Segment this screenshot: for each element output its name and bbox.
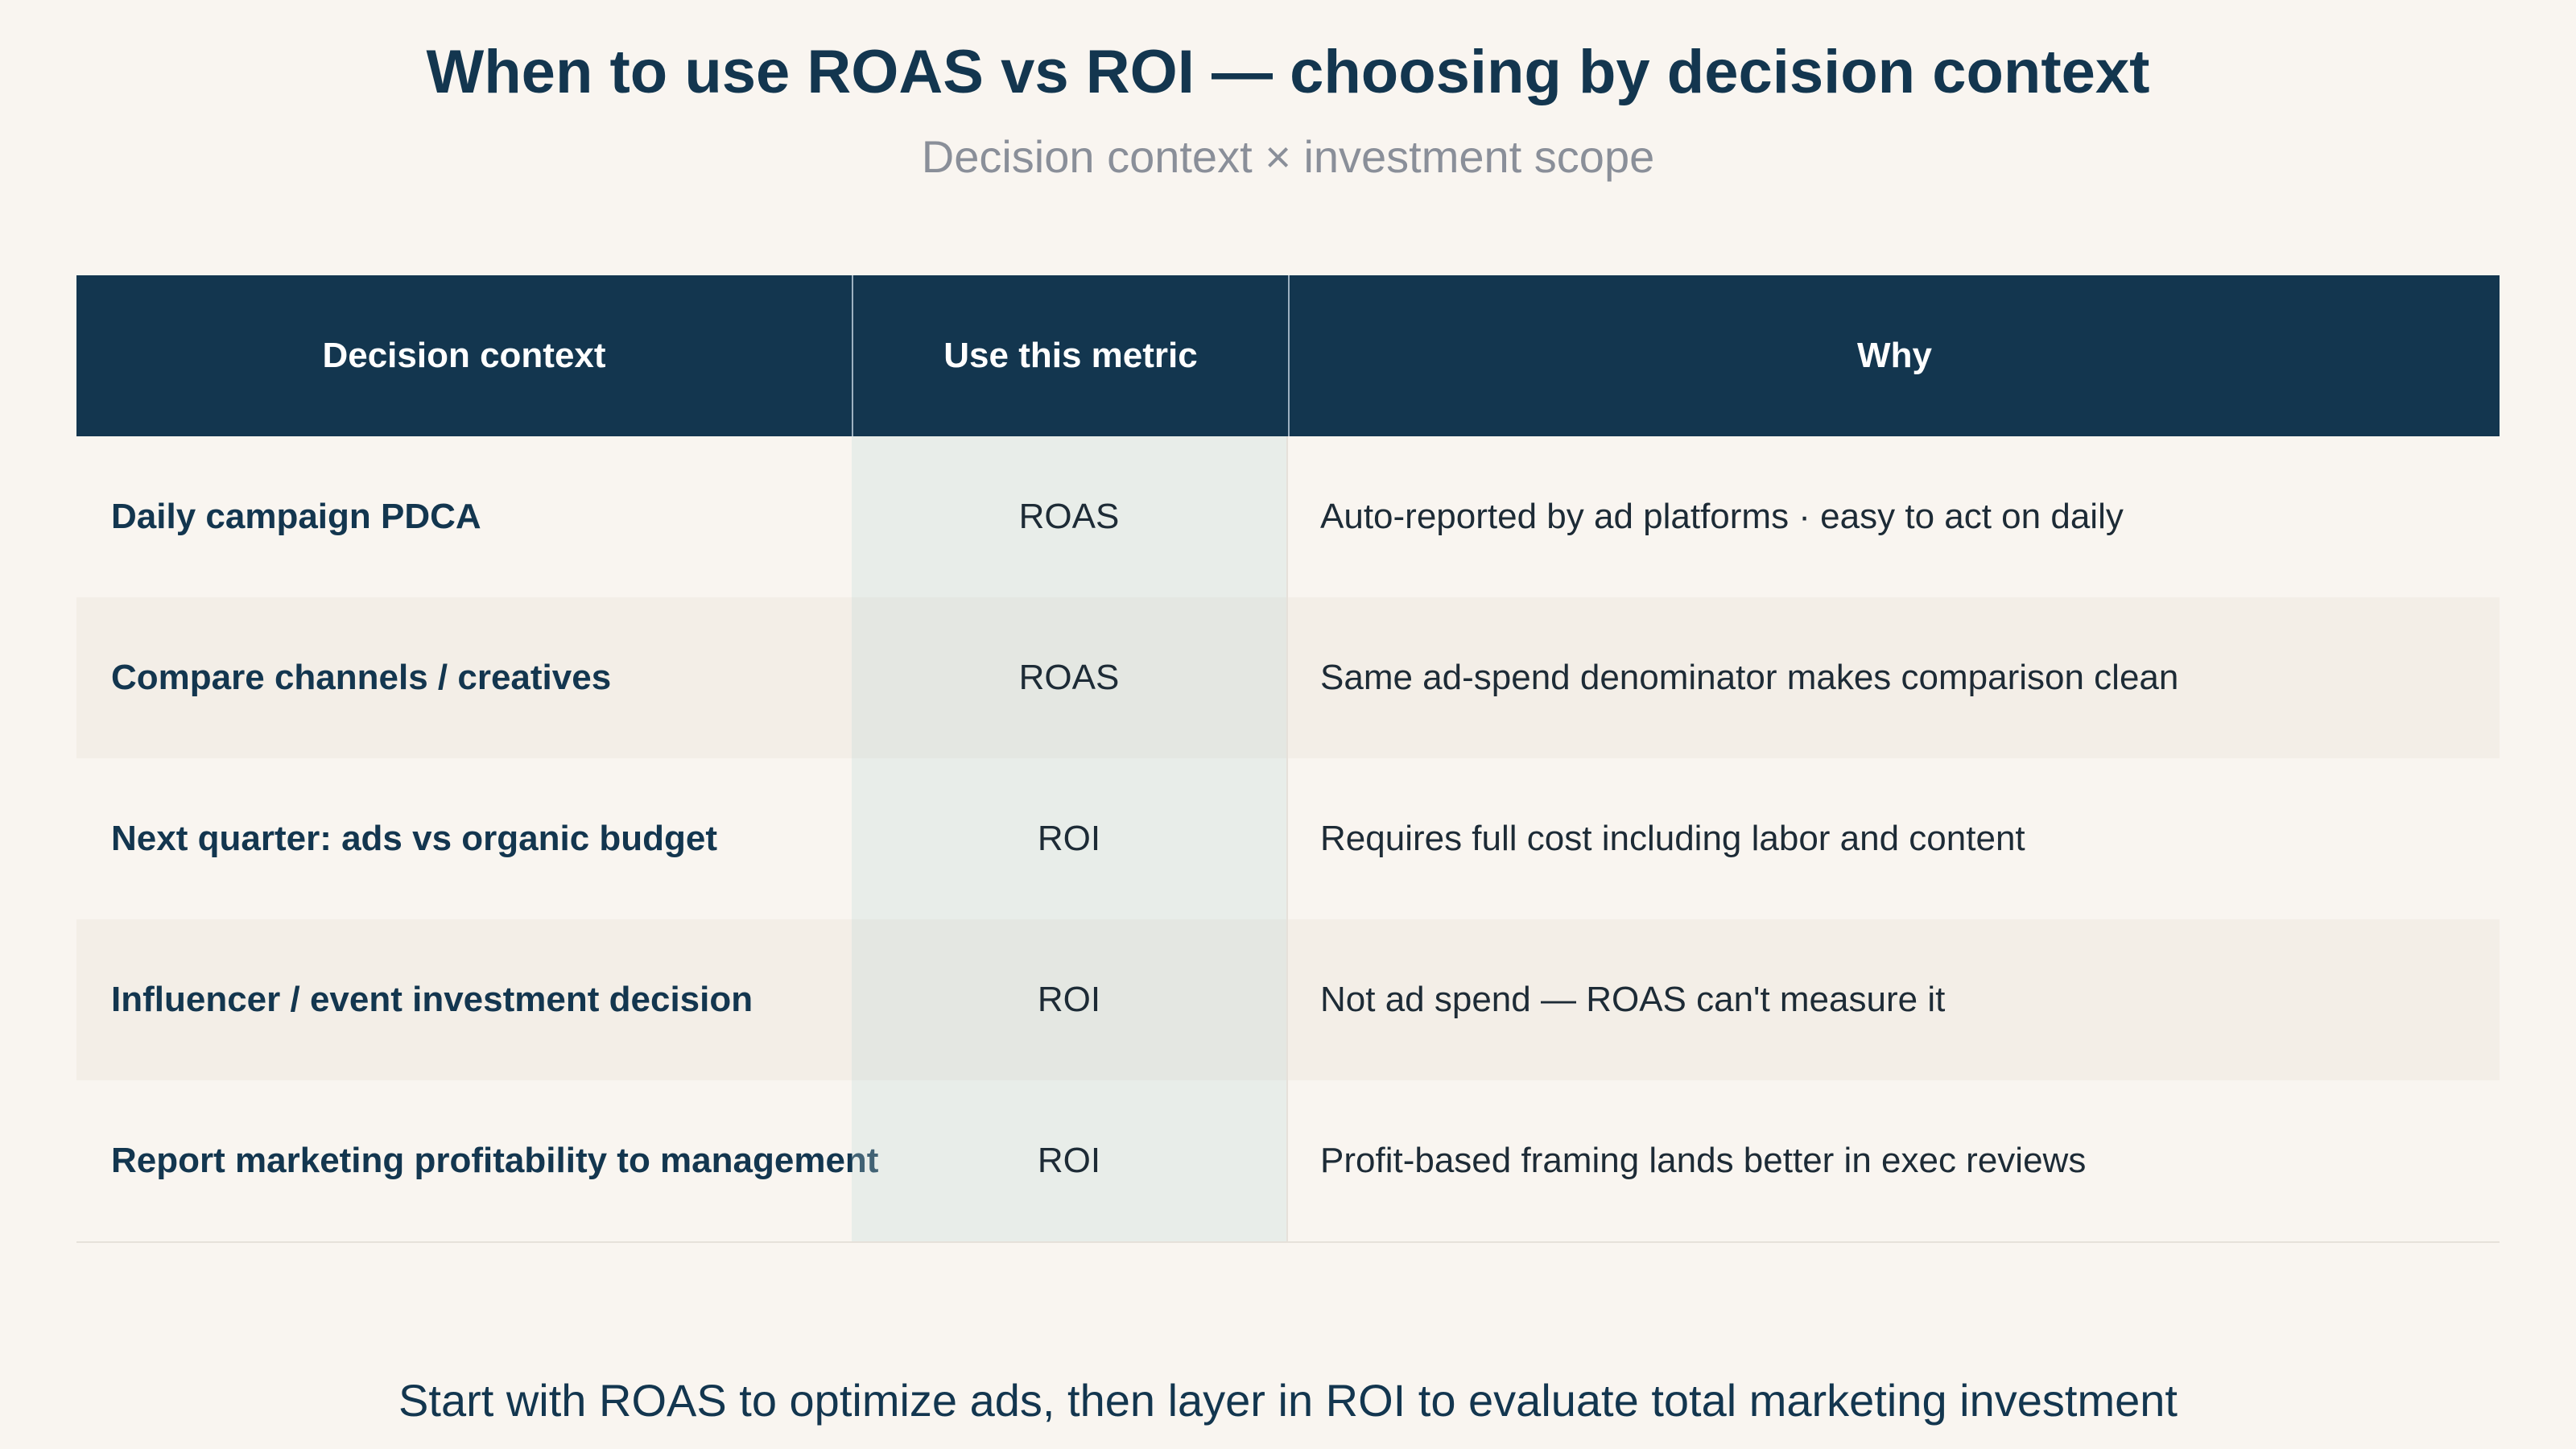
table-row: Influencer / event investment decision R… — [76, 919, 2500, 1080]
table-row: Next quarter: ads vs organic budget ROI … — [76, 758, 2500, 919]
footer-takeaway: Start with ROAS to optimize ads, then la… — [398, 1375, 2178, 1426]
table-row: Compare channels / creatives ROAS Same a… — [76, 597, 2500, 758]
header-why: Why — [1288, 275, 2500, 436]
row-why: Not ad spend — ROAS can't measure it — [1320, 980, 1946, 1019]
table-row: Report marketing profitability to manage… — [76, 1080, 2500, 1241]
row-why: Auto-reported by ad platforms · easy to … — [1320, 497, 2124, 536]
table-row: Daily campaign PDCA ROAS Auto-reported b… — [76, 436, 2500, 597]
row-context: Influencer / event investment decision — [111, 980, 753, 1019]
page-subtitle: Decision context × investment scope — [921, 131, 1655, 182]
row-metric: ROI — [852, 919, 1288, 1080]
row-why: Same ad-spend denominator makes comparis… — [1320, 658, 2179, 697]
header-metric: Use this metric — [852, 275, 1288, 436]
row-context: Compare channels / creatives — [111, 658, 612, 697]
header-decision-context: Decision context — [322, 336, 606, 375]
row-metric: ROI — [852, 1080, 1288, 1241]
row-context: Report marketing profitability to manage… — [111, 1141, 879, 1180]
row-metric: ROAS — [852, 597, 1288, 758]
row-metric: ROAS — [852, 436, 1288, 597]
row-metric: ROI — [852, 758, 1288, 919]
page-title: When to use ROAS vs ROI — choosing by de… — [426, 38, 2150, 106]
decision-table: Decision context Use this metric Why Dai… — [76, 275, 2500, 1243]
table-header-row: Decision context Use this metric Why — [76, 275, 2500, 436]
row-context: Next quarter: ads vs organic budget — [111, 819, 718, 858]
row-why: Requires full cost including labor and c… — [1320, 819, 2025, 858]
row-context: Daily campaign PDCA — [111, 497, 481, 536]
row-why: Profit-based framing lands better in exe… — [1320, 1141, 2087, 1180]
